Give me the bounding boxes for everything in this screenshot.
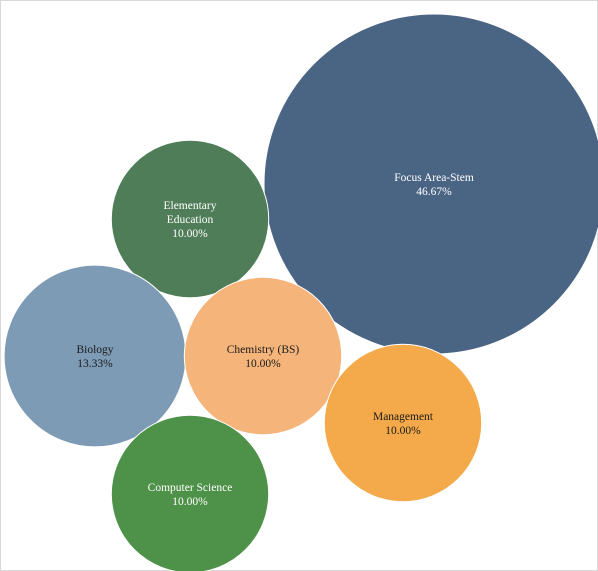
bubble-value-focus-area-stem: 46.67%: [416, 186, 452, 198]
bubble-value-chemistry-bs: 10.00%: [245, 358, 281, 370]
bubble-label-management: Management: [373, 411, 434, 423]
bubble-label-elementary-education-2: Education: [167, 214, 214, 226]
bubble-label-computer-science: Computer Science: [148, 482, 233, 494]
bubble-value-elementary-education: 10.00%: [172, 228, 208, 240]
bubble-value-computer-science: 10.00%: [172, 496, 208, 508]
bubble-group: Focus Area-Stem 46.67% Elementary Education…: [3, 13, 598, 571]
bubble-computer-science: [110, 414, 270, 571]
bubble-label-chemistry-bs: Chemistry (BS): [227, 344, 300, 356]
bubble-value-management: 10.00%: [385, 425, 421, 437]
bubble-label-biology: Biology: [76, 344, 113, 356]
bubble-elementary-education: [110, 139, 270, 299]
bubble-label-elementary-education-1: Elementary: [163, 200, 216, 212]
bubble-value-biology: 13.33%: [77, 358, 113, 370]
bubble-chemistry-bs: [183, 276, 343, 436]
bubble-management: [323, 343, 483, 503]
bubble-label-focus-area-stem: Focus Area-Stem: [394, 172, 474, 184]
bubble-biology: [3, 264, 187, 448]
